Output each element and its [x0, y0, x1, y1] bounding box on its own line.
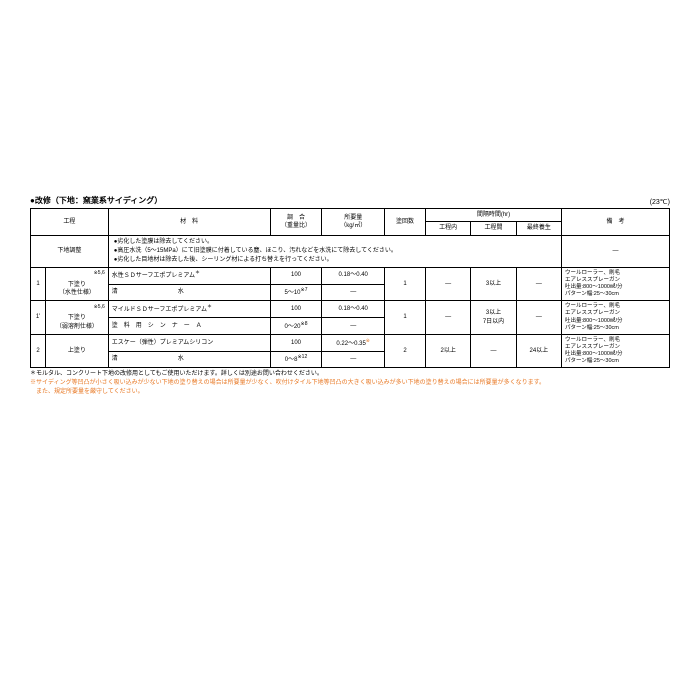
r2-process: 上塗り: [46, 334, 109, 368]
r1p-mix-a: 100: [270, 301, 322, 318]
r2-int-in: 2以上: [426, 334, 471, 368]
r1-remarks: ウールローラー、刷毛 エアレススプレーガン 吐出量:800～1000㎖/分 パタ…: [562, 267, 670, 301]
footnote-2: ※サイディング等凹凸が小さく吸い込みが少ない下地の塗り替えの場合は所要量が少なく…: [30, 379, 670, 388]
r1p-remarks: ウールローラー、刷毛 エアレススプレーガン 吐出量:800～1000㎖/分 パタ…: [562, 301, 670, 335]
r2-amt: 0.22～0.35※: [322, 334, 385, 351]
r1-mix-a: 100: [270, 267, 322, 284]
r2-material-b: 清 水: [108, 351, 270, 368]
prep-label: 下地調整: [31, 235, 109, 267]
temperature-label: (23℃): [650, 198, 670, 206]
hdr-interval-final: 最終養生: [516, 222, 561, 235]
r2-count: 2: [385, 334, 426, 368]
r1-mix-b: 5～10※7: [270, 284, 322, 301]
r1p-int-final: ―: [516, 301, 561, 335]
hdr-interval-between: 工程間: [471, 222, 516, 235]
r1p-int-in: ―: [426, 301, 471, 335]
r1p-amt-b: ―: [322, 318, 385, 335]
r1-material-a: 水性ＳＤサーフエポプレミアム＊: [108, 267, 270, 284]
r1-amt: 0.18～0.40: [322, 267, 385, 284]
r2-mix-a: 100: [270, 334, 322, 351]
hdr-interval: 間隔時間(hr): [426, 209, 562, 222]
r1-count: 1: [385, 267, 426, 301]
hdr-material: 材 料: [108, 209, 270, 236]
r1-amt-b: ―: [322, 284, 385, 301]
r1p-count: 1: [385, 301, 426, 335]
r2-num: 2: [31, 334, 46, 368]
r2-material-a: エスケー（弾性）プレミアムシリコン: [108, 334, 270, 351]
r1-int-in: ―: [426, 267, 471, 301]
hdr-remarks: 備 考: [562, 209, 670, 236]
r2-mix-b: 0～8※12: [270, 351, 322, 368]
r1p-amt: 0.18～0.40: [322, 301, 385, 318]
r2-int-final: 24以上: [516, 334, 561, 368]
footnote-1: ＊モルタル、コンクリート下地の改修用としてもご使用いただけます。詳しくは別途お問…: [30, 370, 670, 379]
hdr-amount: 所要量 （kg/㎡）: [322, 209, 385, 236]
hdr-interval-in: 工程内: [426, 222, 471, 235]
hdr-process: 工程: [31, 209, 109, 236]
r1p-mix-b: 0～20※8: [270, 318, 322, 335]
prep-notes: ●劣化した塗膜は除去してください。 ●高圧水洗（5～15MPa）にて旧塗膜に付着…: [108, 235, 561, 267]
r1p-material-a: マイルドＳＤサーフエポプレミアム＊: [108, 301, 270, 318]
hdr-mix: 調 合 （重量比）: [270, 209, 322, 236]
r1-material-b: 清 水: [108, 284, 270, 301]
r1-int-final: ―: [516, 267, 561, 301]
footnotes: ＊モルタル、コンクリート下地の改修用としてもご使用いただけます。詳しくは別途お問…: [30, 370, 670, 397]
prep-remarks: ―: [562, 235, 670, 267]
r1p-process: ※5,6 下塗り （弱溶剤仕様）: [46, 301, 109, 335]
r1-num: 1: [31, 267, 46, 301]
spec-table: 工程 材 料 調 合 （重量比） 所要量 （kg/㎡） 塗回数 間隔時間(hr)…: [30, 208, 670, 368]
r1-int-between: 3以上: [471, 267, 516, 301]
r2-int-between: ―: [471, 334, 516, 368]
footnote-3: また、規定所要量を厳守してください。: [30, 388, 670, 397]
r2-amt-b: ―: [322, 351, 385, 368]
r1-process: ※5,6 下塗り （水性仕様）: [46, 267, 109, 301]
section-title: ●改修（下地：窯業系サイディング）: [30, 195, 162, 206]
r1p-num: 1': [31, 301, 46, 335]
r1p-int-between: 3以上 7日以内: [471, 301, 516, 335]
r2-remarks: ウールローラー、刷毛 エアレススプレーガン 吐出量:800～1000㎖/分 パタ…: [562, 334, 670, 368]
hdr-coatcount: 塗回数: [385, 209, 426, 236]
r1p-material-b: 塗 料 用 シ ン ナ ー Ａ: [108, 318, 270, 335]
